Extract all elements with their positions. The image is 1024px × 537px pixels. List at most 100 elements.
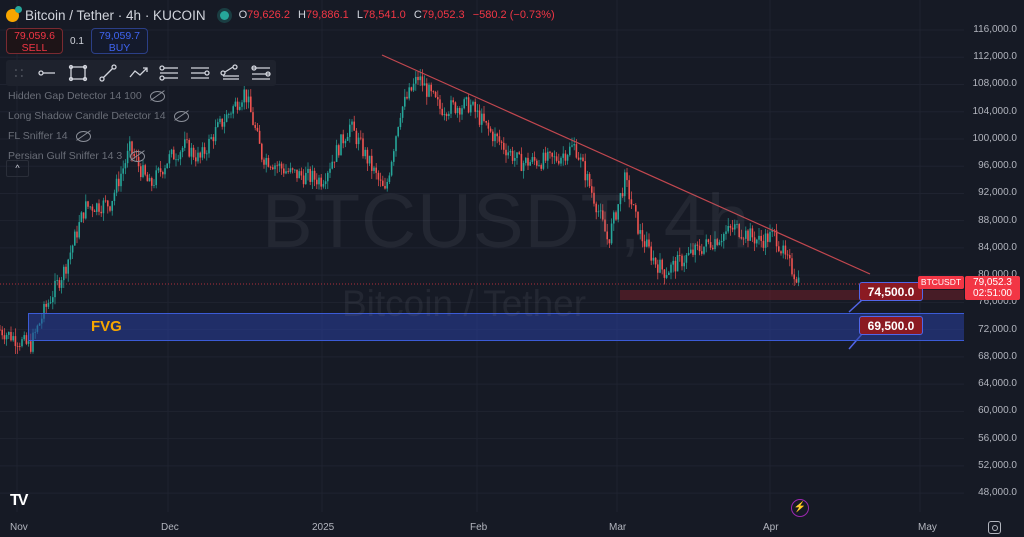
high-value: 79,886.1 <box>305 9 349 21</box>
time-label: Nov <box>10 522 28 533</box>
time-label: Apr <box>763 522 779 533</box>
parallel-lines-icon <box>190 67 210 79</box>
time-label: Dec <box>161 522 179 533</box>
price-axis[interactable]: USDT 116,000.0112,000.0108,000.0104,000.… <box>964 0 1024 537</box>
price-tick: 76,000.0 <box>978 296 1017 308</box>
rectangle-icon <box>68 64 87 82</box>
rectangle-tool[interactable] <box>62 61 93 85</box>
hidden-eye-icon[interactable] <box>75 130 91 142</box>
fib-retracement-icon <box>159 65 179 81</box>
callout-pointer-1 <box>848 299 863 313</box>
ohlc-values: O79,626.2 H79,886.1 L78,541.0 C79,052.3 … <box>239 9 560 21</box>
regression-icon <box>251 65 271 80</box>
symbol-price-tag: BTCUSDT <box>918 276 964 289</box>
lightning-icon[interactable]: ⚡ <box>791 499 809 517</box>
close-label: C <box>413 9 422 21</box>
grip-handle-icon[interactable] <box>12 66 26 80</box>
price-tick: 100,000.0 <box>972 132 1018 144</box>
descending-trendline <box>381 54 871 275</box>
trade-panel: 79,059.6 SELL 0.1 79,059.7 BUY <box>6 28 148 54</box>
last-price-value: 79,052.3 <box>973 277 1012 288</box>
path-tool[interactable] <box>123 61 154 85</box>
sell-button[interactable]: 79,059.6 SELL <box>6 28 63 54</box>
indicator-persian-gulf[interactable]: Persian Gulf Sniffer 14 3 <box>8 146 189 166</box>
indicator-label: Persian Gulf Sniffer 14 3 <box>8 150 123 162</box>
supply-zone <box>620 290 966 300</box>
price-tick: 68,000.0 <box>978 350 1017 362</box>
price-tick: 64,000.0 <box>978 378 1017 390</box>
fvg-zone[interactable]: FVG <box>28 313 966 341</box>
collapse-legend-button[interactable]: ^ <box>6 160 29 177</box>
trend-line-icon <box>99 64 117 82</box>
buy-label: BUY <box>108 42 131 54</box>
price-tick: 72,000.0 <box>978 323 1017 335</box>
price-tick: 104,000.0 <box>972 105 1018 117</box>
horizontal-ray-tool[interactable] <box>32 61 63 85</box>
price-tick: 88,000.0 <box>978 214 1017 226</box>
price-tick: 92,000.0 <box>978 187 1017 199</box>
price-tick: 60,000.0 <box>978 405 1017 417</box>
fvg-label: FVG <box>91 318 122 335</box>
candlesticks <box>0 69 800 354</box>
trend-line-tool[interactable] <box>93 61 124 85</box>
time-label: May <box>918 522 937 533</box>
path-icon <box>129 67 148 78</box>
drawing-toolbar <box>6 60 276 86</box>
buy-button[interactable]: 79,059.7 BUY <box>91 28 148 54</box>
indicator-legend: Hidden Gap Detector 14 100 Long Shadow C… <box>8 86 189 166</box>
low-label: L <box>356 9 363 21</box>
price-tick: 56,000.0 <box>978 432 1017 444</box>
price-tick: 84,000.0 <box>978 241 1017 253</box>
time-label: Feb <box>470 522 488 533</box>
high-label: H <box>298 9 306 21</box>
symbol-header: Bitcoin / Tether · 4h · KUCOIN O79,626.2… <box>6 5 560 25</box>
horizontal-ray-icon <box>38 70 56 76</box>
chart-area[interactable]: FVG BTCUSDT, 4h Bitcoin / Tether 74,500.… <box>0 0 966 517</box>
indicator-label: FL Sniffer 14 <box>8 130 68 142</box>
target-callout-74500[interactable]: 74,500.0 <box>859 282 923 301</box>
price-tick: 80,000.0 <box>978 269 1017 281</box>
market-status-icon <box>219 10 229 20</box>
price-tick: 52,000.0 <box>978 459 1017 471</box>
settings-gear-icon[interactable] <box>988 521 1001 534</box>
bitcoin-logo-icon <box>6 5 22 22</box>
pitchfork-tool[interactable] <box>215 61 246 85</box>
watermark-name: Bitcoin / Tether <box>342 283 587 324</box>
change-value: −580.2 (−0.73%) <box>472 9 555 21</box>
price-tick: 96,000.0 <box>978 160 1017 172</box>
watermark-symbol: BTCUSDT, 4h <box>262 179 751 264</box>
sell-price: 79,059.6 <box>14 30 55 42</box>
sell-label: SELL <box>21 42 48 54</box>
close-value: 79,052.3 <box>421 9 465 21</box>
symbol-title[interactable]: Bitcoin / Tether · 4h · KUCOIN <box>25 7 206 23</box>
indicator-label: Hidden Gap Detector 14 100 <box>8 90 142 102</box>
hidden-eye-icon[interactable] <box>149 90 165 102</box>
tradingview-logo-icon[interactable]: TV <box>10 492 29 509</box>
open-label: O <box>238 9 248 21</box>
indicator-hidden-gap[interactable]: Hidden Gap Detector 14 100 <box>8 86 189 106</box>
low-value: 78,541.0 <box>362 9 406 21</box>
price-tick: 112,000.0 <box>973 51 1017 63</box>
hidden-eye-icon[interactable] <box>173 110 189 122</box>
price-tick: 48,000.0 <box>978 487 1017 499</box>
price-tick: 108,000.0 <box>972 78 1018 90</box>
time-label: 2025 <box>312 522 335 533</box>
parallel-lines-tool[interactable] <box>184 61 215 85</box>
bar-countdown: 02:51:00 <box>973 288 1012 299</box>
last-price-tag: 79,052.3 02:51:00 <box>965 276 1020 300</box>
chevron-up-icon: ^ <box>15 163 20 173</box>
time-label: Mar <box>609 522 627 533</box>
target-callout-69500[interactable]: 69,500.0 <box>859 316 923 335</box>
indicator-label: Long Shadow Candle Detector 14 <box>8 110 166 122</box>
buy-price: 79,059.7 <box>99 30 140 42</box>
hidden-eye-icon[interactable] <box>130 150 146 162</box>
time-axis[interactable]: Nov Dec 2025 Feb Mar Apr May <box>0 512 964 537</box>
indicator-long-shadow[interactable]: Long Shadow Candle Detector 14 <box>8 106 189 126</box>
pitchfork-icon <box>220 64 240 80</box>
fib-retracement-tool[interactable] <box>154 61 185 85</box>
price-tick: 116,000.0 <box>973 24 1017 35</box>
regression-tool[interactable] <box>246 61 277 85</box>
open-value: 79,626.2 <box>247 9 290 21</box>
indicator-fl-sniffer[interactable]: FL Sniffer 14 <box>8 126 189 146</box>
spread-value: 0.1 <box>70 35 84 47</box>
